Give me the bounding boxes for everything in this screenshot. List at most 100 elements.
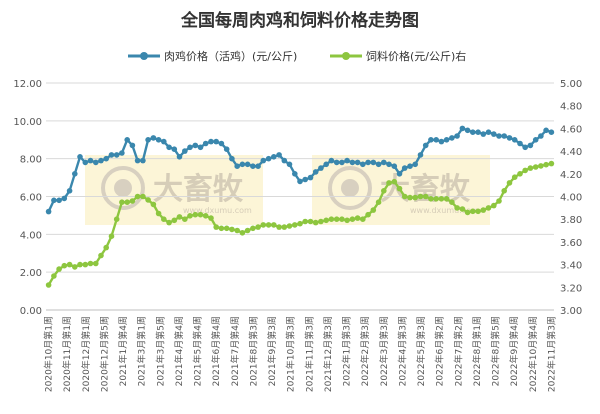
data-point[interactable] xyxy=(98,157,104,164)
data-point[interactable] xyxy=(93,159,99,166)
data-point[interactable] xyxy=(417,152,424,158)
data-point[interactable] xyxy=(328,216,335,222)
data-point[interactable] xyxy=(276,152,282,158)
data-point[interactable] xyxy=(218,225,225,232)
data-point[interactable] xyxy=(239,161,246,168)
data-point[interactable] xyxy=(428,137,434,143)
data-point[interactable] xyxy=(239,230,246,236)
data-point[interactable] xyxy=(454,133,460,139)
data-point[interactable] xyxy=(281,224,288,230)
data-point[interactable] xyxy=(108,152,115,158)
data-point[interactable] xyxy=(66,188,73,194)
data-point[interactable] xyxy=(182,216,188,222)
data-point[interactable] xyxy=(470,208,476,215)
data-point[interactable] xyxy=(527,165,534,171)
data-point[interactable] xyxy=(155,137,162,143)
data-point[interactable] xyxy=(61,195,68,202)
data-point[interactable] xyxy=(480,131,487,137)
data-point[interactable] xyxy=(538,163,544,169)
data-point[interactable] xyxy=(443,137,450,143)
data-point[interactable] xyxy=(454,205,460,211)
data-point[interactable] xyxy=(45,208,52,215)
data-point[interactable] xyxy=(480,207,487,213)
data-point[interactable] xyxy=(312,219,319,226)
data-point[interactable] xyxy=(375,199,382,205)
data-point[interactable] xyxy=(119,150,125,156)
data-point[interactable] xyxy=(532,137,539,143)
data-point[interactable] xyxy=(381,188,387,194)
data-point[interactable] xyxy=(302,176,309,183)
data-point[interactable] xyxy=(166,144,172,151)
data-point[interactable] xyxy=(82,159,89,166)
data-point[interactable] xyxy=(538,133,544,139)
data-point[interactable] xyxy=(339,216,345,222)
data-point[interactable] xyxy=(140,157,146,164)
data-point[interactable] xyxy=(119,199,125,205)
data-point[interactable] xyxy=(187,213,193,219)
data-point[interactable] xyxy=(438,138,445,145)
data-point[interactable] xyxy=(208,215,214,221)
data-point[interactable] xyxy=(527,142,534,149)
data-point[interactable] xyxy=(145,197,151,203)
data-point[interactable] xyxy=(401,165,408,171)
data-point[interactable] xyxy=(354,215,361,221)
data-point[interactable] xyxy=(543,161,549,168)
data-point[interactable] xyxy=(517,171,523,177)
data-point[interactable] xyxy=(307,218,314,225)
data-point[interactable] xyxy=(255,224,261,230)
data-point[interactable] xyxy=(208,138,214,145)
data-point[interactable] xyxy=(328,157,335,164)
data-point[interactable] xyxy=(401,193,408,200)
data-point[interactable] xyxy=(202,213,209,219)
data-point[interactable] xyxy=(45,282,52,288)
data-point[interactable] xyxy=(202,140,209,147)
data-point[interactable] xyxy=(82,261,89,268)
data-point[interactable] xyxy=(360,161,366,168)
data-point[interactable] xyxy=(134,193,141,200)
data-point[interactable] xyxy=(286,161,293,168)
data-point[interactable] xyxy=(250,225,256,232)
data-point[interactable] xyxy=(491,131,497,137)
data-point[interactable] xyxy=(417,193,424,200)
data-point[interactable] xyxy=(433,196,440,202)
data-point[interactable] xyxy=(517,140,523,147)
data-point[interactable] xyxy=(360,216,366,222)
data-point[interactable] xyxy=(56,197,62,204)
data-point[interactable] xyxy=(365,211,371,218)
data-point[interactable] xyxy=(66,261,73,268)
data-point[interactable] xyxy=(501,133,508,139)
data-point[interactable] xyxy=(485,205,492,211)
data-point[interactable] xyxy=(213,224,219,230)
data-point[interactable] xyxy=(381,159,387,166)
data-point[interactable] xyxy=(318,165,324,171)
data-point[interactable] xyxy=(129,198,136,204)
data-point[interactable] xyxy=(171,217,178,224)
data-point[interactable] xyxy=(244,227,251,234)
data-point[interactable] xyxy=(155,210,162,217)
data-point[interactable] xyxy=(354,159,361,166)
data-point[interactable] xyxy=(93,260,99,267)
data-point[interactable] xyxy=(176,214,183,220)
data-point[interactable] xyxy=(323,161,330,168)
data-point[interactable] xyxy=(229,226,235,233)
data-point[interactable] xyxy=(475,208,481,215)
data-point[interactable] xyxy=(396,171,403,177)
data-point[interactable] xyxy=(344,217,350,224)
data-point[interactable] xyxy=(281,157,288,164)
data-point[interactable] xyxy=(464,127,471,134)
data-point[interactable] xyxy=(113,152,120,158)
data-point[interactable] xyxy=(506,135,513,141)
data-point[interactable] xyxy=(103,155,109,162)
data-point[interactable] xyxy=(229,155,235,162)
data-point[interactable] xyxy=(134,157,141,164)
data-point[interactable] xyxy=(187,144,193,151)
data-point[interactable] xyxy=(197,211,204,218)
data-point[interactable] xyxy=(56,266,62,272)
data-point[interactable] xyxy=(543,127,549,134)
data-point[interactable] xyxy=(548,160,555,167)
data-point[interactable] xyxy=(140,193,146,200)
data-point[interactable] xyxy=(292,171,298,177)
data-point[interactable] xyxy=(150,135,157,141)
data-point[interactable] xyxy=(297,178,303,185)
data-point[interactable] xyxy=(449,199,455,205)
